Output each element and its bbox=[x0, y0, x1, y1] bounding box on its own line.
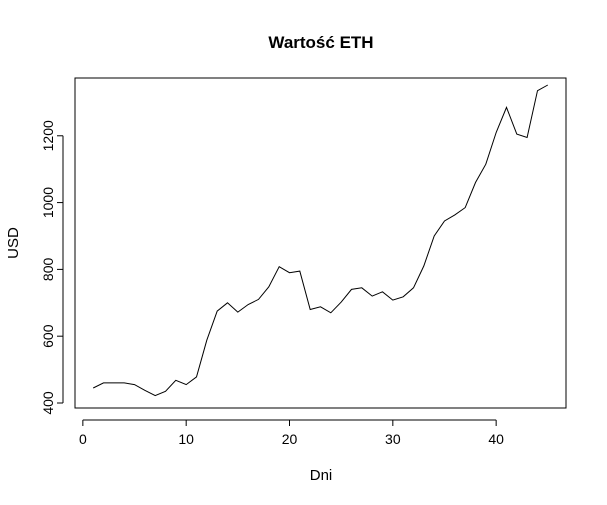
series-line bbox=[92, 84, 549, 397]
y-tick-label: 1200 bbox=[40, 120, 56, 151]
y-axis-label: USD bbox=[5, 227, 22, 259]
x-axis: 0 10 20 30 40 bbox=[79, 419, 504, 447]
x-tick-label: 10 bbox=[178, 431, 194, 447]
plot-frame bbox=[74, 77, 567, 409]
y-tick-label: 800 bbox=[40, 257, 56, 281]
x-tick-label: 40 bbox=[488, 431, 504, 447]
y-tick-label: 600 bbox=[40, 324, 56, 348]
y-axis: 400 600 800 1000 1200 bbox=[40, 120, 64, 415]
x-tick-label: 30 bbox=[385, 431, 401, 447]
x-tick-label: 20 bbox=[282, 431, 298, 447]
x-axis-label: Dni bbox=[310, 467, 333, 484]
series-layer bbox=[92, 84, 549, 397]
chart-title: Wartość ETH bbox=[268, 33, 373, 52]
x-tick-label: 0 bbox=[79, 431, 87, 447]
y-tick-label: 1000 bbox=[40, 187, 56, 218]
y-tick-label: 400 bbox=[40, 391, 56, 415]
